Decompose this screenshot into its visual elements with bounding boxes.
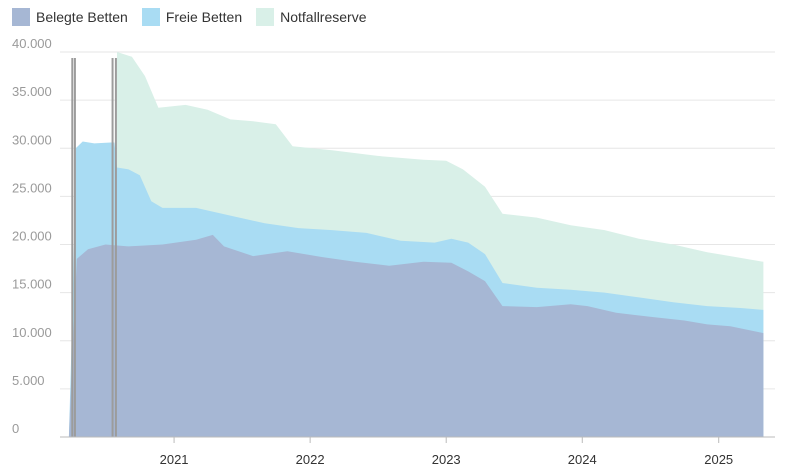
y-tick-label: 0 — [12, 421, 19, 436]
x-tick-label: 2024 — [568, 452, 597, 467]
x-tick-label: 2023 — [432, 452, 461, 467]
chart-areas — [68, 52, 764, 437]
legend-label-notfallreserve: Notfallreserve — [280, 9, 367, 25]
y-tick-label: 10.000 — [12, 325, 52, 340]
y-tick-label: 15.000 — [12, 277, 52, 292]
y-tick-label: 40.000 — [12, 36, 52, 51]
legend-label-freie-betten: Freie Betten — [165, 9, 243, 25]
legend-item-notfallreserve[interactable]: Notfallreserve — [256, 8, 367, 26]
x-tick-label: 2021 — [160, 452, 189, 467]
y-tick-label: 25.000 — [12, 180, 52, 195]
legend-item-freie-betten[interactable]: Freie Betten — [141, 8, 243, 26]
y-tick-label: 20.000 — [12, 229, 52, 244]
chart-legend: Belegte Betten Freie Betten Notfallreser… — [12, 6, 367, 28]
legend-label-belegte-betten: Belegte Betten — [36, 9, 128, 25]
legend-swatch-belegte-betten — [12, 8, 30, 26]
event-markers — [71, 58, 117, 437]
y-tick-label: 5.000 — [12, 373, 45, 388]
x-tick-label: 2025 — [704, 452, 733, 467]
y-tick-label: 30.000 — [12, 132, 52, 147]
legend-swatch-freie-betten — [141, 8, 160, 26]
chart-axes: 0 5.000 10.000 15.000 20.000 25.000 30.000 35.0… — [12, 36, 775, 467]
y-tick-label: 35.000 — [12, 84, 52, 99]
x-tick-label: 2022 — [296, 452, 325, 467]
legend-swatch-notfallreserve — [256, 8, 275, 26]
legend-item-belegte-betten[interactable]: Belegte Betten — [12, 8, 128, 26]
area-belegt[interactable] — [68, 234, 764, 437]
